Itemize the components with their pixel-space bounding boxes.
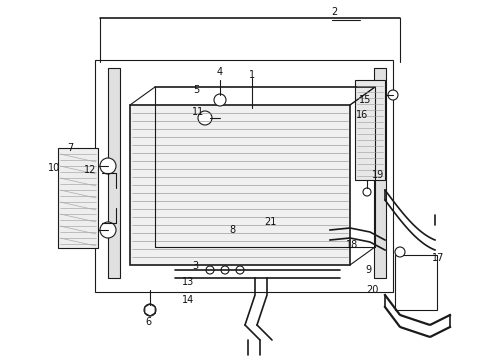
Bar [108, 68, 120, 278]
Text: 9: 9 [365, 265, 371, 275]
Text: 13: 13 [182, 277, 194, 287]
Circle shape [221, 266, 229, 274]
Circle shape [206, 266, 214, 274]
Text: 3: 3 [192, 261, 198, 271]
Text: 20: 20 [366, 285, 378, 295]
Circle shape [363, 188, 371, 196]
Text: 11: 11 [192, 107, 204, 117]
Bar [355, 80, 385, 180]
Text: 15: 15 [359, 95, 371, 105]
Text: 8: 8 [229, 225, 235, 235]
Circle shape [198, 111, 212, 125]
Text: 1: 1 [249, 70, 255, 80]
Text: 19: 19 [372, 170, 384, 180]
Text: 17: 17 [432, 253, 444, 263]
Text: 16: 16 [356, 110, 368, 120]
Circle shape [100, 158, 116, 174]
Text: 2: 2 [331, 7, 337, 17]
Text: 10: 10 [48, 163, 60, 173]
Circle shape [144, 304, 156, 316]
Circle shape [236, 266, 244, 274]
Text: 14: 14 [182, 295, 194, 305]
Text: 5: 5 [193, 85, 199, 95]
Circle shape [395, 247, 405, 257]
Circle shape [100, 222, 116, 238]
Text: 18: 18 [346, 240, 358, 250]
Circle shape [214, 94, 226, 106]
Text: 12: 12 [84, 165, 96, 175]
Text: 7: 7 [67, 143, 73, 153]
Bar [58, 148, 98, 248]
Bar [95, 60, 393, 292]
Circle shape [388, 90, 398, 100]
Bar [395, 255, 437, 310]
Text: 4: 4 [217, 67, 223, 77]
Text: 21: 21 [264, 217, 276, 227]
Bar [374, 68, 386, 278]
Bar [130, 105, 350, 265]
Text: 6: 6 [145, 317, 151, 327]
